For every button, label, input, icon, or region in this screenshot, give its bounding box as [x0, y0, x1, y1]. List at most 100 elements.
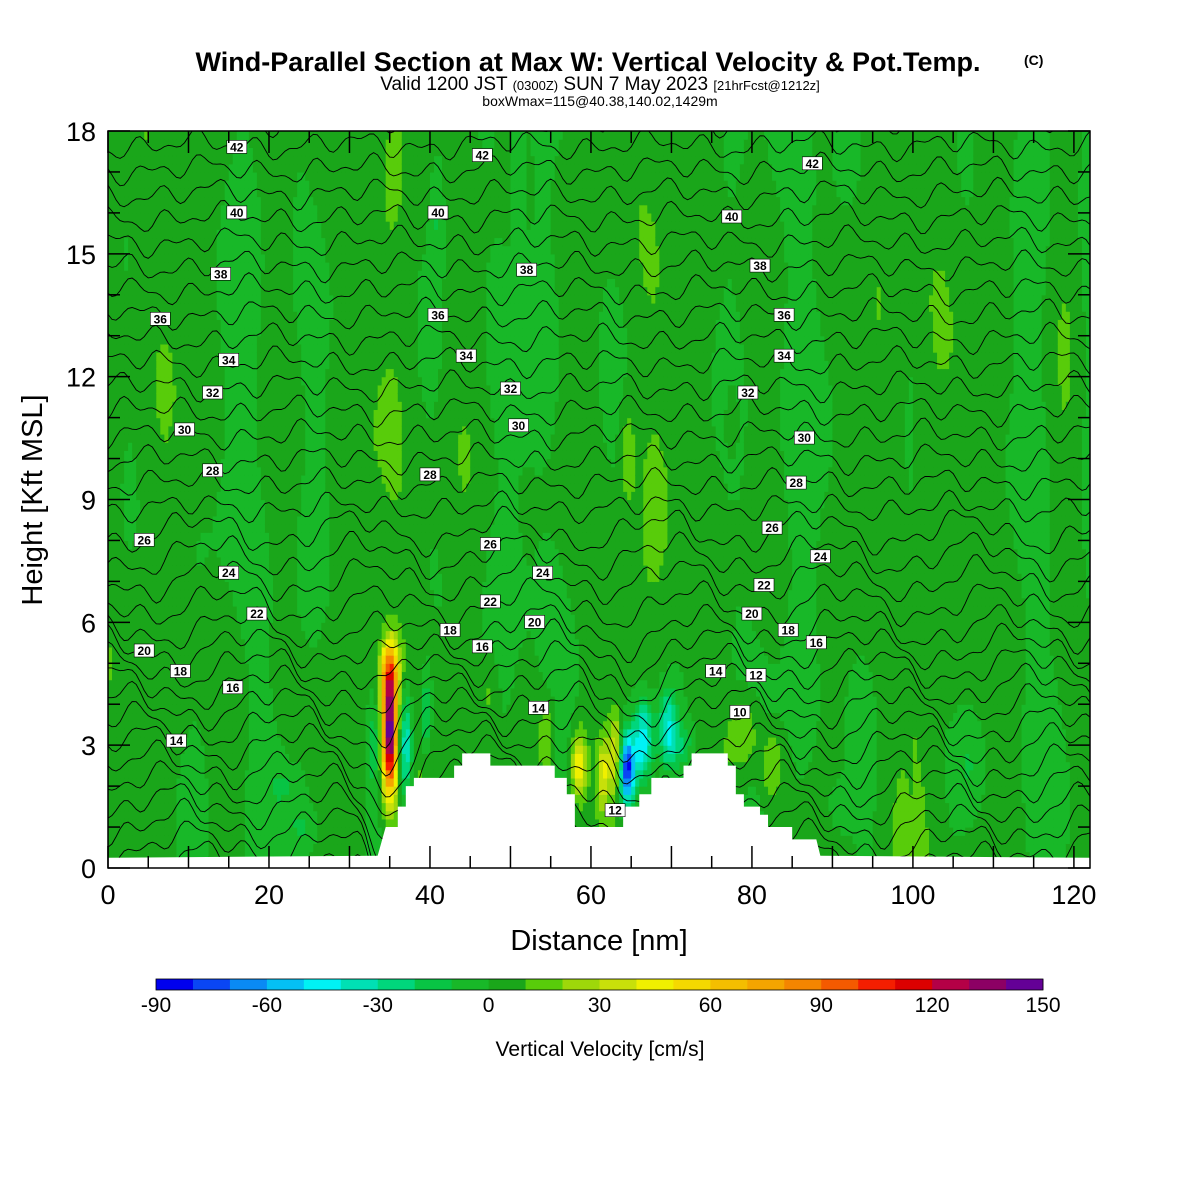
velocity-cell [116, 418, 121, 427]
velocity-cell [184, 180, 189, 189]
velocity-cell [148, 205, 153, 214]
velocity-cell [221, 606, 226, 615]
velocity-cell [128, 295, 133, 304]
velocity-cell [120, 835, 125, 844]
velocity-cell [156, 180, 161, 189]
velocity-cell [164, 287, 169, 296]
velocity-cell [249, 598, 254, 607]
velocity-cell [152, 557, 157, 566]
velocity-cell [201, 229, 206, 238]
velocity-cell [197, 639, 202, 648]
velocity-cell [156, 557, 161, 566]
velocity-cell [156, 696, 161, 705]
velocity-cell [160, 532, 165, 541]
velocity-cell [164, 794, 169, 803]
velocity-cell [160, 229, 165, 238]
velocity-cell [176, 246, 181, 255]
velocity-cell [136, 442, 141, 451]
velocity-cell [132, 229, 137, 238]
velocity-cell [193, 639, 198, 648]
velocity-cell [128, 483, 133, 492]
velocity-cell [156, 352, 161, 361]
velocity-cell [160, 770, 165, 779]
velocity-cell [205, 622, 210, 631]
velocity-cell [213, 188, 218, 197]
velocity-cell [164, 655, 169, 664]
velocity-cell [225, 819, 230, 828]
velocity-cell [201, 328, 206, 337]
velocity-cell [241, 237, 246, 246]
velocity-cell [160, 401, 165, 410]
velocity-cell [152, 156, 157, 165]
velocity-cell [136, 762, 141, 771]
velocity-cell [184, 328, 189, 337]
velocity-cell [112, 385, 117, 394]
velocity-cell [233, 467, 238, 476]
velocity-cell [144, 344, 149, 353]
velocity-cell [180, 303, 185, 312]
velocity-cell [205, 721, 210, 730]
velocity-cell [197, 434, 202, 443]
velocity-cell [132, 819, 137, 828]
chart-title-suffix: (C) [1024, 52, 1043, 68]
velocity-cell [128, 401, 133, 410]
velocity-cell [128, 311, 133, 320]
velocity-cell [132, 213, 137, 222]
velocity-cell [180, 491, 185, 500]
velocity-cell [193, 663, 198, 672]
velocity-cell [132, 762, 137, 771]
velocity-cell [180, 598, 185, 607]
velocity-cell [245, 508, 250, 517]
velocity-cell [124, 450, 129, 459]
velocity-cell [193, 385, 198, 394]
velocity-cell [152, 254, 157, 263]
velocity-cell [193, 336, 198, 345]
velocity-cell [188, 729, 193, 738]
velocity-cell [168, 156, 173, 165]
velocity-cell [229, 221, 234, 230]
velocity-cell [205, 753, 210, 762]
velocity-cell [225, 549, 230, 558]
velocity-cell [132, 262, 137, 271]
velocity-cell [245, 180, 250, 189]
velocity-cell [188, 467, 193, 476]
velocity-cell [132, 368, 137, 377]
velocity-cell [209, 295, 214, 304]
velocity-cell [180, 565, 185, 574]
chart-subtitle: Valid 1200 JST (0300Z) SUN 7 May 2023 [2… [380, 74, 820, 95]
velocity-cell [237, 843, 242, 852]
velocity-cell [233, 811, 238, 820]
velocity-cell [152, 385, 157, 394]
velocity-cell [205, 524, 210, 533]
velocity-cell [152, 262, 157, 271]
velocity-cell [249, 401, 254, 410]
velocity-cell [221, 426, 226, 435]
velocity-cell [197, 278, 202, 287]
velocity-cell [249, 508, 254, 517]
velocity-cell [132, 475, 137, 484]
velocity-cell [241, 475, 246, 484]
velocity-cell [120, 524, 125, 533]
velocity-cell [249, 352, 254, 361]
velocity-cell [197, 197, 202, 206]
velocity-cell [184, 516, 189, 525]
velocity-cell [229, 737, 234, 746]
velocity-cell [136, 573, 141, 582]
velocity-cell [168, 762, 173, 771]
velocity-cell [136, 188, 141, 197]
velocity-cell [120, 467, 125, 476]
velocity-cell [213, 606, 218, 615]
velocity-cell [184, 581, 189, 590]
velocity-cell [144, 737, 149, 746]
velocity-cell [132, 712, 137, 721]
velocity-cell [156, 262, 161, 271]
velocity-cell [168, 688, 173, 697]
velocity-cell [217, 434, 222, 443]
velocity-cell [229, 336, 234, 345]
velocity-cell [120, 729, 125, 738]
velocity-cell [188, 475, 193, 484]
velocity-cell [152, 508, 157, 517]
velocity-cell [249, 344, 254, 353]
velocity-cell [245, 483, 250, 492]
velocity-cell [136, 172, 141, 181]
